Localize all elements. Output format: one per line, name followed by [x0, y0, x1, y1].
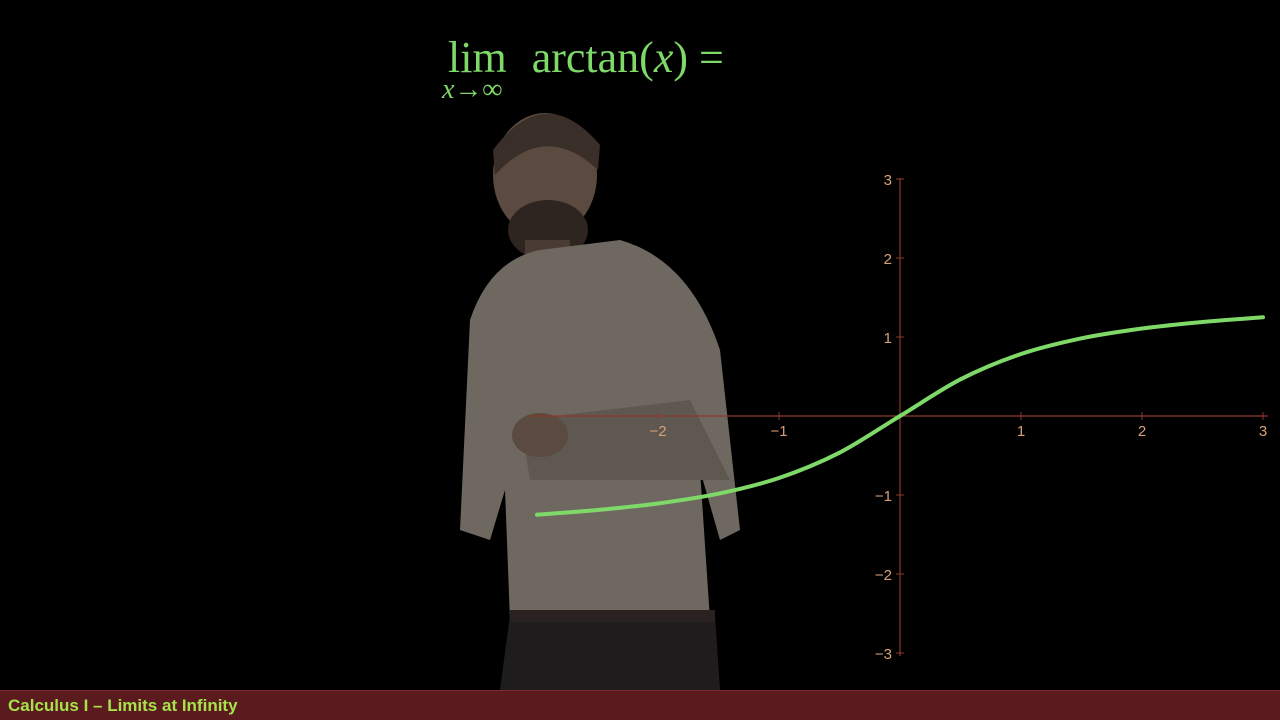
graph-curve-layer [535, 315, 1265, 517]
y-tick-label: −1 [875, 488, 892, 505]
graph-ticks: −2 −1 1 2 3 3 2 1 −1 −2 −3 [649, 172, 1267, 663]
y-tick-label: 1 [884, 330, 892, 347]
arctan-curve [535, 315, 1265, 517]
function-name: arctan( [531, 33, 654, 82]
y-tick-label: −2 [875, 567, 892, 584]
x-tick-label: 2 [1138, 423, 1146, 440]
function-variable: x [653, 33, 674, 82]
lim-text: lim [448, 33, 507, 82]
x-tick-label: 1 [1017, 423, 1025, 440]
lecture-title: Calculus I – Limits at Infinity [8, 696, 238, 715]
presenter-image [460, 113, 740, 690]
y-tick-label: 3 [884, 172, 892, 189]
x-tick-label: −1 [770, 423, 787, 440]
lim-subscript: x→∞ [442, 74, 503, 105]
lim-operator: lim x→∞ [442, 32, 507, 105]
lecture-title-bar: Calculus I – Limits at Infinity [0, 690, 1280, 720]
x-tick-label: −2 [649, 423, 666, 440]
y-tick-label: 2 [884, 251, 892, 268]
function-close-paren: ) [673, 33, 688, 82]
x-tick-label: 3 [1259, 423, 1267, 440]
limit-formula: lim x→∞ arctan(x) = [442, 32, 724, 105]
y-tick-label: −3 [875, 646, 892, 663]
equals-sign: = [699, 33, 724, 82]
